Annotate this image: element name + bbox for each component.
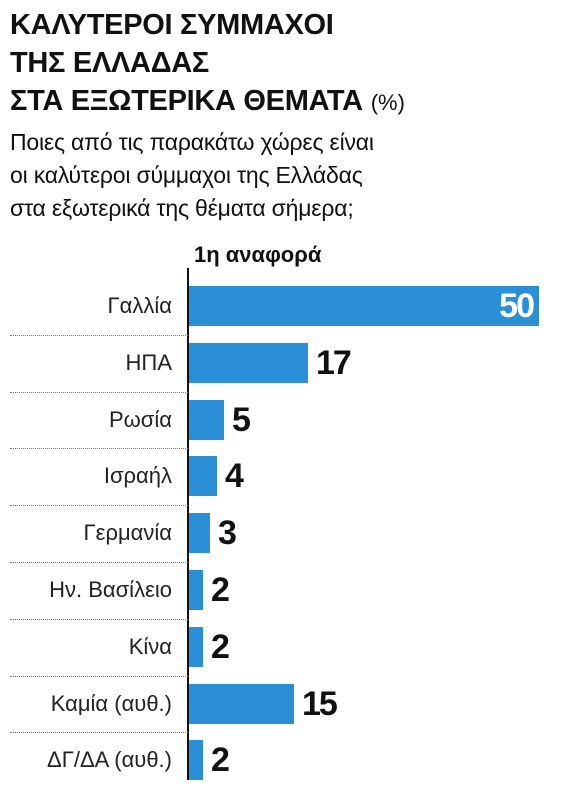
category-label: Γερμανία (83, 520, 172, 545)
question-line-2: οι καλύτεροι σύμμαχοι της Ελλάδας (10, 162, 363, 188)
category-label: ΔΓ/ΔΑ (αυθ.) (47, 747, 172, 772)
question-line-3: στα εξωτερικά της θέματα σήμερα; (10, 195, 354, 221)
row-separator (10, 619, 188, 620)
title-line-2: ΤΗΣ ΕΛΛΑΔΑΣ (10, 47, 209, 79)
bar (189, 343, 308, 383)
row-separator (10, 676, 188, 677)
chart-question: Ποιες από τις παρακάτω χώρες είναι οι κα… (10, 126, 562, 225)
bar (189, 286, 539, 326)
row-separator (10, 562, 188, 563)
category-label: Καμία (αυθ.) (50, 691, 172, 716)
category-axis-line (187, 268, 189, 780)
category-label: Γαλλία (107, 293, 172, 318)
row-separator (10, 448, 188, 449)
bar-value-label: 50 (499, 287, 535, 325)
bar (189, 570, 203, 610)
bar (189, 456, 217, 496)
row-separator (10, 392, 188, 393)
category-label: Ισραήλ (103, 463, 172, 488)
bar-value-label: 2 (211, 571, 230, 609)
unit-label: (%) (370, 90, 405, 115)
row-separator (10, 732, 188, 733)
bar-value-label: 5 (232, 401, 251, 439)
bar (189, 740, 203, 780)
category-label: Ρωσία (108, 407, 172, 432)
chart-title: ΚΑΛΥΤΕΡΟΙ ΣΥΜΜΑΧΟΙ ΤΗΣ ΕΛΛΑΔΑΣ ΣΤΑ ΕΞΩΤΕ… (10, 6, 560, 122)
bar (189, 684, 294, 724)
category-label: Κίνα (128, 634, 172, 659)
row-separator (10, 505, 188, 506)
title-line-3-text: ΣΤΑ ΕΞΩΤΕΡΙΚΑ ΘΕΜΑΤΑ (10, 85, 363, 117)
title-line-3: ΣΤΑ ΕΞΩΤΕΡΙΚΑ ΘΕΜΑΤΑ (%) (10, 82, 560, 122)
row-separator (10, 335, 188, 336)
bar (189, 627, 203, 667)
category-label: Ην. Βασίλειο (49, 577, 172, 602)
bar-value-label: 3 (218, 514, 237, 552)
bar-value-label: 4 (225, 457, 244, 495)
bar-value-label: 17 (316, 344, 352, 382)
category-label: ΗΠΑ (125, 350, 172, 375)
bar (189, 400, 224, 440)
title-line-1: ΚΑΛΥΤΕΡΟΙ ΣΥΜΜΑΧΟΙ (10, 9, 334, 41)
bar (189, 513, 210, 553)
series-header: 1η αναφορά (194, 242, 322, 267)
bar-value-label: 15 (302, 685, 338, 723)
question-line-1: Ποιες από τις παρακάτω χώρες είναι (10, 129, 374, 155)
bar-value-label: 2 (211, 741, 230, 779)
bar-value-label: 2 (211, 628, 230, 666)
